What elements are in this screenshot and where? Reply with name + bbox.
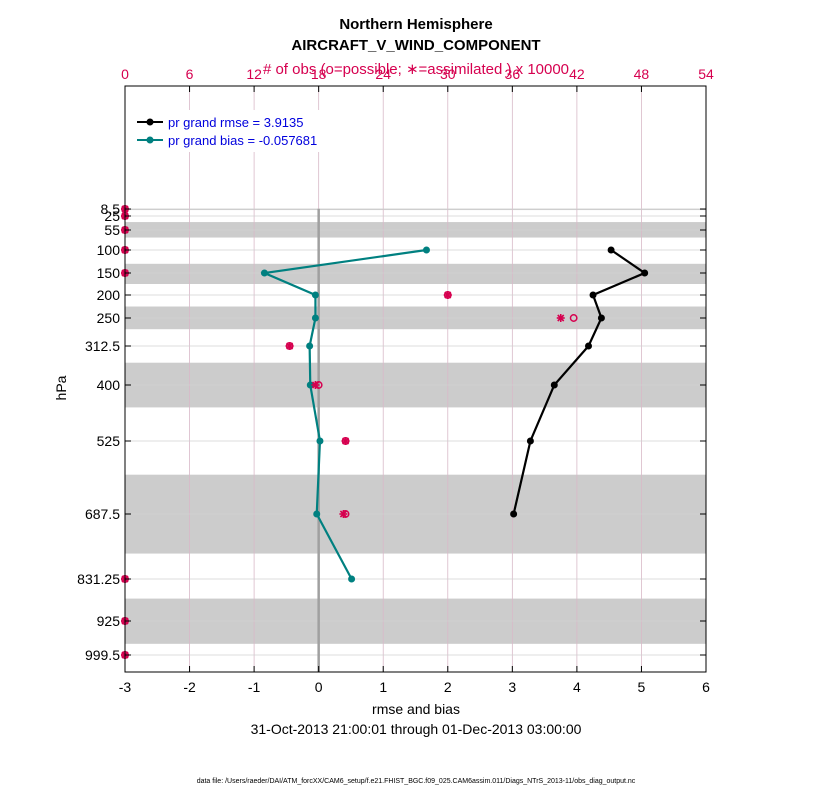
obs-count-marker xyxy=(311,381,323,389)
bottom-tick-label: -1 xyxy=(248,679,261,695)
bottom-tick-label: -2 xyxy=(183,679,196,695)
top-tick-label: 24 xyxy=(375,66,391,82)
bias-point xyxy=(311,291,319,299)
left-tick-label: 200 xyxy=(97,287,121,303)
legend-rmse-label: pr grand rmse = 3.9135 xyxy=(168,115,304,130)
bottom-tick-label: 1 xyxy=(379,679,387,695)
legend-bias-label: pr grand bias = -0.057681 xyxy=(168,133,317,148)
bias-point xyxy=(311,314,319,322)
bottom-tick-label: 6 xyxy=(702,679,710,695)
rmse-point xyxy=(597,314,605,322)
obs-assimilated-star-stroke xyxy=(557,314,565,322)
bias-point xyxy=(313,510,321,518)
rmse-point xyxy=(550,381,558,389)
obs-assimilated-star-stroke xyxy=(311,381,320,389)
data-file-footer: data file: /Users/raeder/DAI/ATM_forcXX/… xyxy=(197,778,636,785)
chart-title: Northern Hemisphere xyxy=(339,16,492,33)
rmse-series-line xyxy=(512,249,647,515)
top-tick-label: 18 xyxy=(311,66,327,82)
left-tick-label: 250 xyxy=(97,310,121,326)
left-tick-label: 55 xyxy=(104,222,120,238)
bottom-tick-label: 2 xyxy=(444,679,452,695)
chart-subtitle: AIRCRAFT_V_WIND_COMPONENT xyxy=(291,37,540,54)
bias-point xyxy=(316,437,324,445)
obs-count-marker xyxy=(285,342,294,350)
obs-assimilated-star-stroke xyxy=(341,437,350,445)
shaded-level-bands xyxy=(125,208,706,644)
bottom-tick-label: 4 xyxy=(573,679,581,695)
top-tick-label: 48 xyxy=(634,66,650,82)
top-tick-label: 0 xyxy=(121,66,129,82)
obs-assimilated-star-stroke xyxy=(286,342,294,350)
time-range-label: 31-Oct-2013 21:00:01 through 01-Dec-2013… xyxy=(251,721,582,737)
bias-point xyxy=(306,381,314,389)
top-tick-label: 42 xyxy=(569,66,585,82)
shaded-band xyxy=(125,263,706,284)
bottom-tick-label: 3 xyxy=(508,679,516,695)
bias-point xyxy=(306,342,314,350)
rmse-point xyxy=(589,291,597,299)
left-tick-label: 925 xyxy=(97,613,121,629)
left-tick-label: 831.25 xyxy=(77,571,120,587)
top-tick-label: 54 xyxy=(698,66,714,82)
top-tick-label: 12 xyxy=(246,66,262,82)
left-tick-label: 150 xyxy=(97,265,121,281)
obs-count-marker xyxy=(443,291,452,299)
bottom-tick-label: -3 xyxy=(119,679,132,695)
top-tick-label: 30 xyxy=(440,66,456,82)
obs-possible-marker xyxy=(569,314,578,322)
rmse-point xyxy=(585,342,593,350)
left-tick-label: 525 xyxy=(97,433,121,449)
obs-count-marker xyxy=(556,314,578,322)
top-tick-label: 6 xyxy=(186,66,194,82)
bias-point xyxy=(260,269,268,277)
legend-background xyxy=(130,110,345,152)
obs-count-marker xyxy=(341,437,350,445)
left-tick-label: 25 xyxy=(104,208,120,224)
legend: pr grand rmse = 3.9135 pr grand bias = -… xyxy=(130,110,345,152)
bottom-tick-label: 0 xyxy=(315,679,323,695)
rmse-point xyxy=(510,510,518,518)
left-tick-label: 100 xyxy=(97,242,121,258)
x-axis-label: rmse and bias xyxy=(372,701,460,717)
rmse-point xyxy=(607,246,615,254)
rmse-point xyxy=(641,269,649,277)
bias-point xyxy=(348,575,356,583)
obs-assimilated-star-stroke xyxy=(444,291,452,299)
plot-frame xyxy=(124,85,707,673)
rmse-point xyxy=(526,437,534,445)
series-layer xyxy=(260,246,649,583)
left-tick-label: 312.5 xyxy=(85,338,120,354)
legend-bias-marker xyxy=(146,136,154,144)
left-tick-label: 8.5 xyxy=(101,201,121,217)
obs-count-marker xyxy=(339,510,350,518)
legend-rmse-marker xyxy=(146,118,154,126)
left-tick-label: 687.5 xyxy=(85,506,120,522)
y-axis-label: hPa xyxy=(53,375,69,400)
bias-point xyxy=(422,246,430,254)
left-tick-label: 999.5 xyxy=(85,647,120,663)
left-tick-label: 400 xyxy=(97,377,121,393)
obs-assimilated-star-stroke xyxy=(339,510,347,518)
bottom-tick-label: 5 xyxy=(638,679,646,695)
top-tick-label: 36 xyxy=(505,66,521,82)
shaded-band xyxy=(125,208,706,211)
top-axis-label: # of obs (o=possible; ∗=assimilated ) x … xyxy=(263,61,569,78)
axes-ticks: -3 -2 -1 0 1 2 3 4 5 60 6 12 18 24 30 36 42 48 548.5255510… xyxy=(77,66,714,695)
